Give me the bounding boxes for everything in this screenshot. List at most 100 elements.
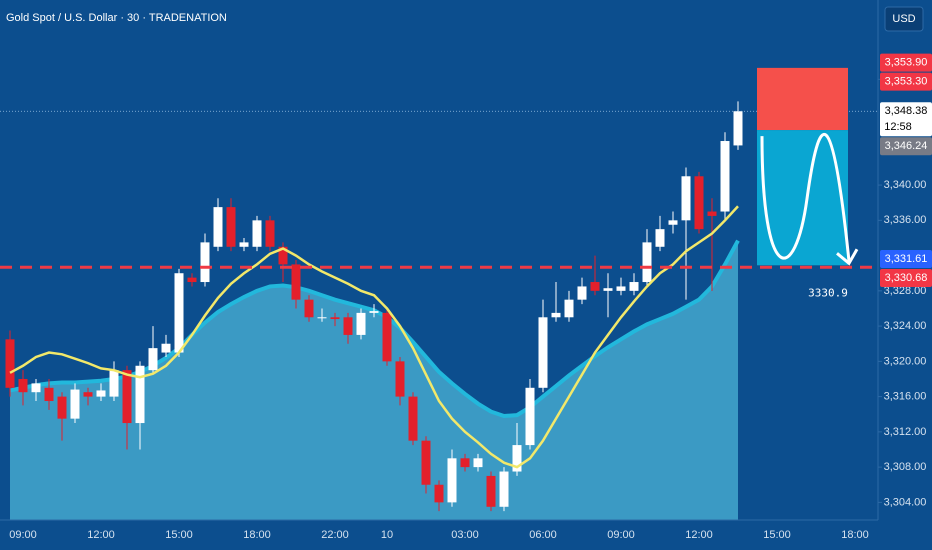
candle-body bbox=[460, 458, 470, 468]
price-label-box bbox=[880, 102, 932, 137]
y-tick-label: 3,316.00 bbox=[884, 391, 927, 403]
x-tick-label: 03:00 bbox=[451, 529, 479, 541]
price-label: 3,346.24 bbox=[885, 140, 928, 152]
candle-body bbox=[629, 282, 639, 291]
candle-body bbox=[642, 242, 652, 283]
candle-body bbox=[538, 317, 548, 388]
x-tick-label: 18:00 bbox=[841, 529, 869, 541]
y-tick-label: 3,320.00 bbox=[884, 355, 927, 367]
candle-body bbox=[395, 361, 405, 397]
candle-body bbox=[187, 277, 197, 283]
slow-area bbox=[10, 240, 738, 520]
x-tick-label: 15:00 bbox=[165, 529, 193, 541]
candle-body bbox=[408, 396, 418, 441]
target-zone bbox=[757, 130, 848, 266]
fast-line bbox=[9, 205, 739, 469]
y-tick-label: 3,328.00 bbox=[884, 285, 927, 297]
candle-body bbox=[226, 207, 236, 247]
candle-body bbox=[18, 378, 28, 393]
currency: USD bbox=[892, 13, 915, 25]
candle-body bbox=[434, 484, 444, 503]
candle-body bbox=[473, 458, 483, 468]
candle-body bbox=[356, 312, 366, 335]
x-tick-label: 22:00 bbox=[321, 529, 349, 541]
candle-body bbox=[44, 387, 54, 402]
candle-body bbox=[330, 317, 340, 320]
candle-body bbox=[603, 288, 613, 291]
x-tick-label: 06:00 bbox=[529, 529, 557, 541]
price-label: 3,330.68 bbox=[885, 272, 928, 284]
candle-body bbox=[668, 220, 678, 225]
price-label-box bbox=[880, 72, 932, 91]
candle-body bbox=[304, 299, 314, 318]
price-label: 3,353.90 bbox=[885, 56, 928, 68]
candle-body bbox=[694, 176, 704, 230]
y-tick-label: 3,312.00 bbox=[884, 426, 927, 438]
candle-body bbox=[512, 445, 522, 472]
price-label: 3,353.30 bbox=[885, 75, 928, 87]
candle-body bbox=[681, 176, 691, 221]
x-tick-label: 15:00 bbox=[763, 529, 791, 541]
candle-body bbox=[590, 282, 600, 291]
x-tick-label: 12:00 bbox=[685, 529, 713, 541]
candle-body bbox=[135, 365, 145, 424]
candle-body bbox=[239, 242, 249, 247]
target-label: 3330.9 bbox=[808, 286, 848, 299]
arrow-head bbox=[836, 248, 859, 266]
candle-body bbox=[83, 392, 93, 397]
x-tick-label: 09:00 bbox=[607, 529, 635, 541]
currency-box bbox=[884, 6, 924, 32]
candle-body bbox=[525, 387, 535, 446]
chart-title: Gold Spot / U.S. Dollar · 30 · TRADENATI… bbox=[6, 12, 227, 24]
candle-body bbox=[551, 312, 561, 318]
candle-body bbox=[447, 458, 457, 503]
plot-area bbox=[0, 101, 878, 520]
candle-body bbox=[5, 339, 15, 388]
candle-body bbox=[200, 242, 210, 283]
x-tick-label: 18:00 bbox=[243, 529, 271, 541]
candle-body bbox=[616, 286, 626, 291]
y-tick-label: 3,304.00 bbox=[884, 496, 927, 508]
x-tick-label: 09:00 bbox=[9, 529, 37, 541]
price-label: 3,348.38 bbox=[885, 105, 928, 117]
candle-body bbox=[421, 440, 431, 485]
y-tick-label: 3,324.00 bbox=[884, 320, 927, 332]
y-tick-label: 3,336.00 bbox=[884, 214, 927, 226]
candle-body bbox=[96, 390, 106, 397]
candle-body bbox=[291, 264, 301, 300]
candle-body bbox=[720, 141, 730, 212]
stop-zone bbox=[757, 67, 848, 131]
candle-body bbox=[57, 396, 67, 419]
price-label-box bbox=[880, 269, 932, 288]
candle-body bbox=[486, 475, 496, 507]
candle-body bbox=[265, 220, 275, 247]
candle-body bbox=[109, 370, 119, 397]
candle-body bbox=[122, 370, 132, 424]
candle-body bbox=[161, 343, 171, 353]
candle-body bbox=[655, 229, 665, 247]
candle-body bbox=[707, 211, 717, 216]
candle-body bbox=[70, 389, 80, 419]
candle-body bbox=[369, 311, 379, 313]
candle-body bbox=[564, 299, 574, 318]
candle-body bbox=[733, 111, 743, 146]
y-tick-label: 3,340.00 bbox=[884, 179, 927, 191]
candle-body bbox=[317, 317, 327, 319]
price-label-box bbox=[880, 250, 932, 269]
candle-body bbox=[148, 348, 158, 371]
x-tick-label: 12:00 bbox=[87, 529, 115, 541]
x-tick-label: 10 bbox=[381, 529, 393, 541]
price-label-box bbox=[880, 137, 932, 156]
candle-body bbox=[577, 286, 587, 300]
y-tick-label: 3,308.00 bbox=[884, 461, 927, 473]
candle-body bbox=[252, 220, 262, 247]
candle-body bbox=[382, 312, 392, 362]
price-label-box bbox=[880, 53, 932, 72]
candle-body bbox=[213, 207, 223, 247]
candle-body bbox=[174, 273, 184, 353]
countdown: 12:58 bbox=[884, 121, 912, 133]
price-label: 3,331.61 bbox=[885, 253, 928, 265]
forecast-arrow bbox=[760, 132, 851, 262]
candle-body bbox=[278, 246, 288, 265]
